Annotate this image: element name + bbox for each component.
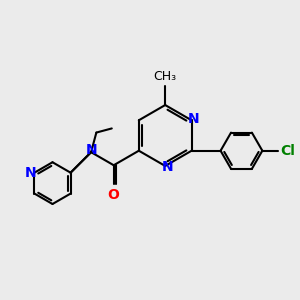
Text: N: N [162, 160, 173, 174]
Text: N: N [24, 166, 36, 180]
Text: CH₃: CH₃ [154, 70, 177, 83]
Text: N: N [85, 143, 97, 157]
Text: Cl: Cl [280, 144, 296, 158]
Text: O: O [107, 188, 119, 203]
Text: N: N [188, 112, 200, 126]
